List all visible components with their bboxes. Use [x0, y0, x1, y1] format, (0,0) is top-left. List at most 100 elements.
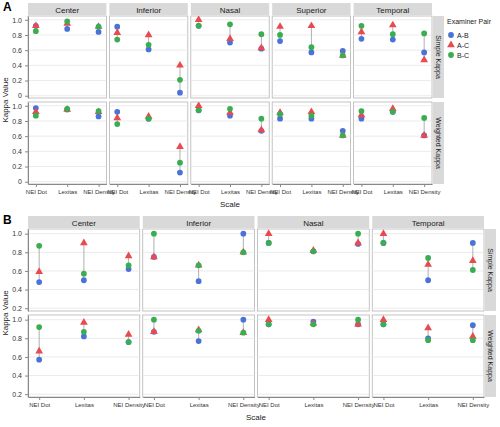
tick-mark [358, 397, 359, 400]
point [145, 31, 153, 38]
point [381, 240, 387, 246]
y-axis: 00.20.40.60.81.0 [12, 103, 28, 186]
tick-mark [243, 397, 244, 400]
point [258, 31, 264, 37]
x-axis: NEI DotLexitasNEI Density [26, 184, 115, 195]
point [258, 116, 264, 122]
point [420, 56, 428, 63]
axis-line [28, 316, 29, 398]
point [381, 240, 387, 246]
facet-label: Nasal [303, 219, 324, 228]
point [390, 109, 396, 115]
marks [113, 24, 183, 96]
legend-marker [448, 32, 454, 38]
x-axis: NEI DotLexitasNEI Density [29, 397, 145, 408]
grid-line [372, 319, 484, 320]
tick-mark [149, 184, 150, 187]
point [309, 50, 315, 56]
grid-line [372, 394, 484, 395]
grid-line [372, 308, 484, 309]
point [380, 315, 388, 322]
point [359, 36, 365, 42]
point [265, 229, 273, 236]
point [257, 43, 265, 50]
tick-mark [393, 184, 394, 187]
tick-label: Lexitas [384, 189, 403, 195]
point [277, 38, 283, 44]
point [150, 252, 158, 259]
x-axis: NEI Dot Lexitas NEI Density [351, 184, 440, 195]
plot-frame [258, 315, 370, 397]
tick: NEI Dot [351, 184, 372, 195]
point [421, 115, 427, 121]
tick-mark [25, 20, 28, 21]
tick-label: 0.8 [12, 249, 22, 256]
grid-line [143, 308, 255, 309]
grid-line [191, 120, 269, 121]
grid-line [272, 151, 350, 152]
point [95, 22, 103, 29]
grid-line [372, 252, 484, 253]
tick-label: NEI Dot [107, 189, 128, 195]
grid-line [272, 80, 350, 81]
tick-label: Lexitas [419, 402, 438, 408]
marks [150, 231, 247, 284]
grid-line [272, 19, 350, 20]
point [196, 107, 202, 113]
point [470, 337, 476, 343]
grid-line [354, 136, 432, 137]
facet-strip [372, 216, 484, 228]
point [266, 240, 272, 246]
range-line [39, 327, 40, 360]
point [227, 106, 233, 112]
facet-label: Superior [296, 6, 327, 15]
tick-mark [428, 397, 429, 400]
row-strip [433, 102, 444, 184]
marks [265, 315, 362, 327]
point [257, 126, 265, 133]
facet-strip [272, 3, 350, 15]
point [359, 108, 365, 114]
point [420, 131, 428, 138]
legend-label: A-C [457, 42, 469, 49]
facet-strip [258, 216, 370, 228]
grid-line [109, 136, 187, 137]
point [177, 77, 183, 83]
tick-label: Lexitas [140, 189, 159, 195]
marks [276, 107, 346, 138]
marks [35, 239, 132, 285]
legend-marker [448, 52, 454, 58]
point [36, 243, 42, 249]
tick-mark [25, 376, 28, 377]
marks [265, 229, 362, 254]
panel-label: A [3, 0, 12, 14]
grid-line [28, 95, 106, 96]
point [308, 21, 316, 28]
x-axis: NEI DotLexitasNEI Density [373, 397, 489, 408]
facet-label: Temporal [412, 219, 445, 228]
plot-frame [28, 315, 140, 397]
point [113, 28, 121, 35]
tick: 0.4 [12, 148, 28, 155]
tick: Lexitas [58, 184, 77, 195]
point [114, 37, 120, 43]
tick-label: 1.0 [12, 103, 22, 110]
axis-line [28, 17, 29, 99]
tick-mark [311, 184, 312, 187]
point [240, 231, 246, 237]
tick-mark [25, 96, 28, 97]
tick-mark [36, 184, 37, 187]
legend-label: A-B [457, 32, 469, 39]
point [240, 330, 246, 336]
tick: 0.4 [12, 372, 28, 379]
tick: NEI Density [409, 184, 441, 195]
grid-line [354, 181, 432, 182]
grid-line [28, 166, 106, 167]
tick: 0.4 [12, 62, 28, 69]
tick: 0.2 [12, 163, 28, 170]
plot-frame [28, 229, 140, 311]
plot-frame [143, 229, 255, 311]
grid-line [272, 95, 350, 96]
tick: 0.4 [12, 286, 28, 293]
row-strip [433, 16, 444, 98]
